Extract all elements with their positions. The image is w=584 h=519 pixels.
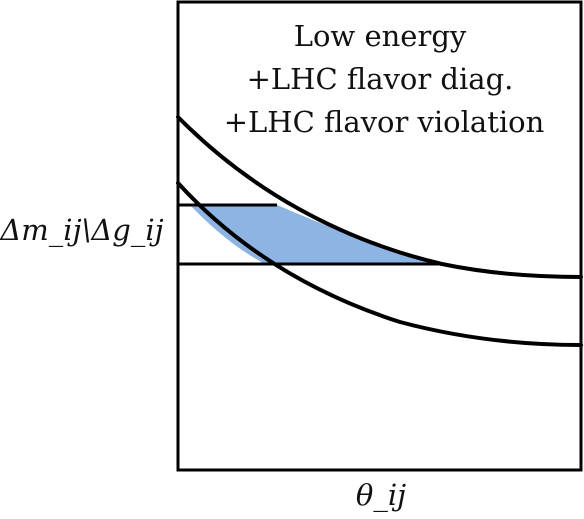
title-line-3: +LHC flavor violation	[224, 105, 545, 139]
y-axis-label: Δm_ij\Δg_ij	[0, 213, 164, 248]
title-line-1: Low energy	[294, 19, 467, 53]
x-axis-label: θ_ij	[356, 478, 406, 513]
title-line-2: +LHC flavor diag.	[247, 62, 514, 96]
lower-curve	[176, 181, 583, 347]
upper-curve	[176, 115, 583, 279]
plot-frame	[176, 0, 583, 472]
